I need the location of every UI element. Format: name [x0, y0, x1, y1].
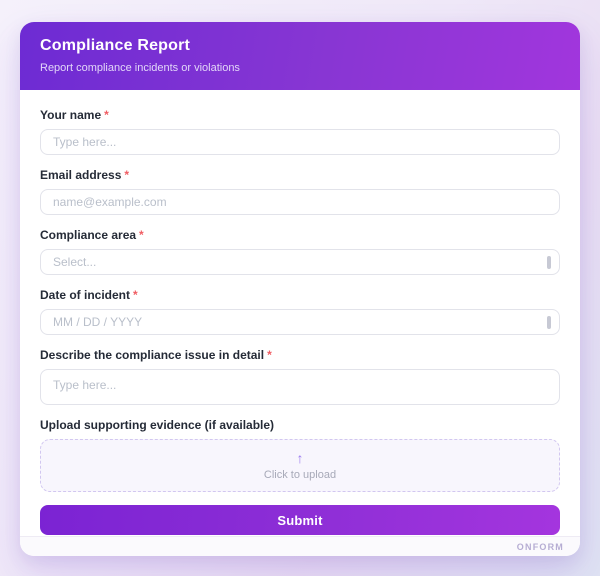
required-marker: *: [133, 288, 138, 302]
required-marker: *: [139, 228, 144, 242]
required-marker: *: [267, 348, 272, 362]
your-name-label-text: Your name: [40, 108, 102, 122]
upload-dropzone[interactable]: ↑ Click to upload: [40, 439, 560, 492]
field-email-address: Email address *: [40, 168, 560, 215]
upload-arrow-icon: ↑: [296, 449, 304, 466]
describe-issue-label: Describe the compliance issue in detail *: [40, 348, 560, 362]
compliance-area-select[interactable]: [40, 249, 560, 275]
brand-label: ONFORM: [516, 541, 564, 552]
date-of-incident-input[interactable]: [40, 309, 560, 335]
email-field[interactable]: [40, 189, 560, 215]
describe-issue-textarea[interactable]: [40, 369, 560, 405]
date-of-incident-label-text: Date of incident: [40, 288, 131, 302]
date-of-incident-label: Date of incident *: [40, 288, 560, 302]
page-title: Compliance Report: [40, 37, 191, 54]
form-footer: ONFORM: [20, 536, 580, 556]
email-address-label-text: Email address: [40, 168, 122, 182]
form-header: Compliance Report Report compliance inci…: [20, 22, 580, 90]
field-date-of-incident: Date of incident *: [40, 288, 560, 335]
field-describe-issue: Describe the compliance issue in detail *: [40, 348, 560, 405]
compliance-area-label: Compliance area *: [40, 228, 560, 242]
form-body: Your name* Email address* Compliance are…: [20, 90, 580, 536]
submit-button[interactable]: Submit: [40, 505, 560, 535]
field-compliance-area: Compliance area *: [40, 228, 560, 275]
field-your-name: Your name *: [40, 108, 560, 155]
email-address-label: Email address *: [40, 168, 560, 182]
upload-evidence-label-text: Upload supporting evidence (if available…: [40, 418, 275, 432]
compliance-area-label-text: Compliance area: [40, 228, 137, 242]
page-subtitle: Report compliance incidents or violation…: [40, 62, 240, 74]
required-marker: *: [104, 108, 109, 122]
required-marker: *: [124, 168, 130, 182]
upload-evidence-label: Upload supporting evidence (if available…: [40, 418, 560, 432]
describe-issue-label-text: Describe the compliance issue in detail: [40, 348, 265, 362]
upload-hint-text: Click to upload: [263, 468, 337, 481]
compliance-report-card: Compliance Report Report compliance inci…: [20, 22, 580, 556]
your-name-input[interactable]: [40, 129, 560, 155]
your-name-label: Your name *: [40, 108, 560, 122]
field-upload-evidence: Upload supporting evidence (if available…: [40, 418, 560, 492]
